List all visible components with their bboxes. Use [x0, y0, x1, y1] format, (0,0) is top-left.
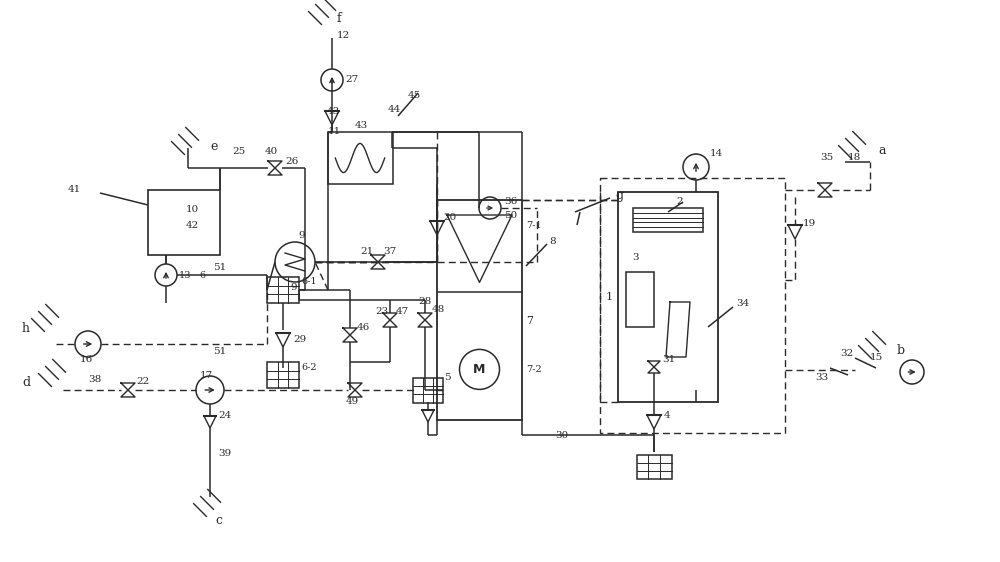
Text: 42: 42	[186, 220, 199, 229]
Bar	[633, 208, 703, 232]
Text: 11: 11	[328, 128, 341, 137]
Text: 51: 51	[213, 262, 226, 271]
Text: 7-1: 7-1	[526, 220, 542, 229]
Text: 35: 35	[820, 153, 833, 162]
Text: 33: 33	[815, 374, 828, 383]
Text: 5: 5	[444, 374, 451, 383]
Text: 39: 39	[218, 448, 231, 457]
Text: 2: 2	[676, 197, 683, 206]
Text: 17: 17	[200, 370, 213, 379]
Text: 40: 40	[265, 147, 278, 156]
Text: 14: 14	[710, 149, 723, 158]
Text: 15: 15	[870, 353, 883, 362]
Text: 43: 43	[327, 107, 340, 116]
Text: 41: 41	[68, 185, 81, 194]
Text: 29: 29	[293, 336, 306, 345]
Text: 3: 3	[632, 252, 639, 261]
Text: 24: 24	[218, 411, 231, 420]
Text: e: e	[210, 140, 217, 153]
Text: 45: 45	[408, 92, 421, 101]
Text: 22: 22	[136, 378, 149, 387]
Text: h: h	[22, 321, 30, 334]
Text: 12: 12	[337, 30, 350, 39]
Text: 7: 7	[526, 316, 533, 326]
Text: 23: 23	[375, 307, 388, 316]
Bar	[618, 192, 718, 402]
Text: d: d	[22, 375, 30, 388]
Bar	[267, 277, 299, 303]
Text: 32: 32	[840, 350, 853, 359]
Text: 26: 26	[285, 157, 298, 166]
Text: 18: 18	[848, 153, 861, 162]
Bar	[437, 200, 522, 420]
Text: 9: 9	[298, 232, 305, 241]
Text: 6: 6	[199, 270, 205, 279]
Bar	[626, 272, 654, 327]
Bar	[600, 178, 785, 433]
Bar	[637, 455, 672, 479]
Text: b: b	[897, 343, 905, 356]
Text: 10: 10	[186, 206, 199, 215]
Text: 43: 43	[355, 121, 368, 130]
Text: 48: 48	[432, 306, 445, 315]
Bar	[328, 132, 392, 184]
Text: 21: 21	[360, 247, 373, 256]
Text: a: a	[878, 143, 886, 156]
Text: 49: 49	[346, 397, 359, 406]
Text: 51: 51	[213, 347, 226, 356]
Bar	[267, 362, 299, 388]
Text: 28: 28	[418, 297, 431, 306]
Text: 19: 19	[803, 220, 816, 229]
Text: 16: 16	[80, 356, 93, 365]
Text: 34: 34	[736, 300, 749, 309]
Text: 37: 37	[383, 247, 396, 256]
Text: 8: 8	[549, 237, 556, 246]
Text: 31: 31	[662, 356, 675, 365]
Text: g: g	[615, 188, 623, 202]
Text: 4: 4	[664, 411, 671, 420]
Text: 27: 27	[345, 75, 358, 84]
Bar	[148, 190, 220, 255]
Text: 46: 46	[357, 323, 370, 332]
Text: 13: 13	[179, 270, 192, 279]
Text: 38: 38	[88, 375, 101, 384]
Text: 9: 9	[290, 283, 297, 292]
Text: 25: 25	[232, 147, 245, 156]
Text: 7-2: 7-2	[526, 365, 542, 374]
Text: c: c	[215, 514, 222, 527]
Text: M: M	[473, 363, 486, 376]
Text: 20: 20	[443, 214, 456, 223]
Text: 47: 47	[396, 307, 409, 316]
Text: 6-1: 6-1	[301, 278, 317, 287]
Text: 50: 50	[504, 211, 517, 220]
Text: f: f	[337, 11, 342, 25]
Text: 1: 1	[606, 292, 613, 302]
Bar	[413, 378, 443, 402]
Text: 30: 30	[555, 430, 568, 439]
Text: 44: 44	[388, 106, 401, 115]
Text: 6-2: 6-2	[301, 362, 317, 371]
Text: 36: 36	[504, 197, 517, 206]
